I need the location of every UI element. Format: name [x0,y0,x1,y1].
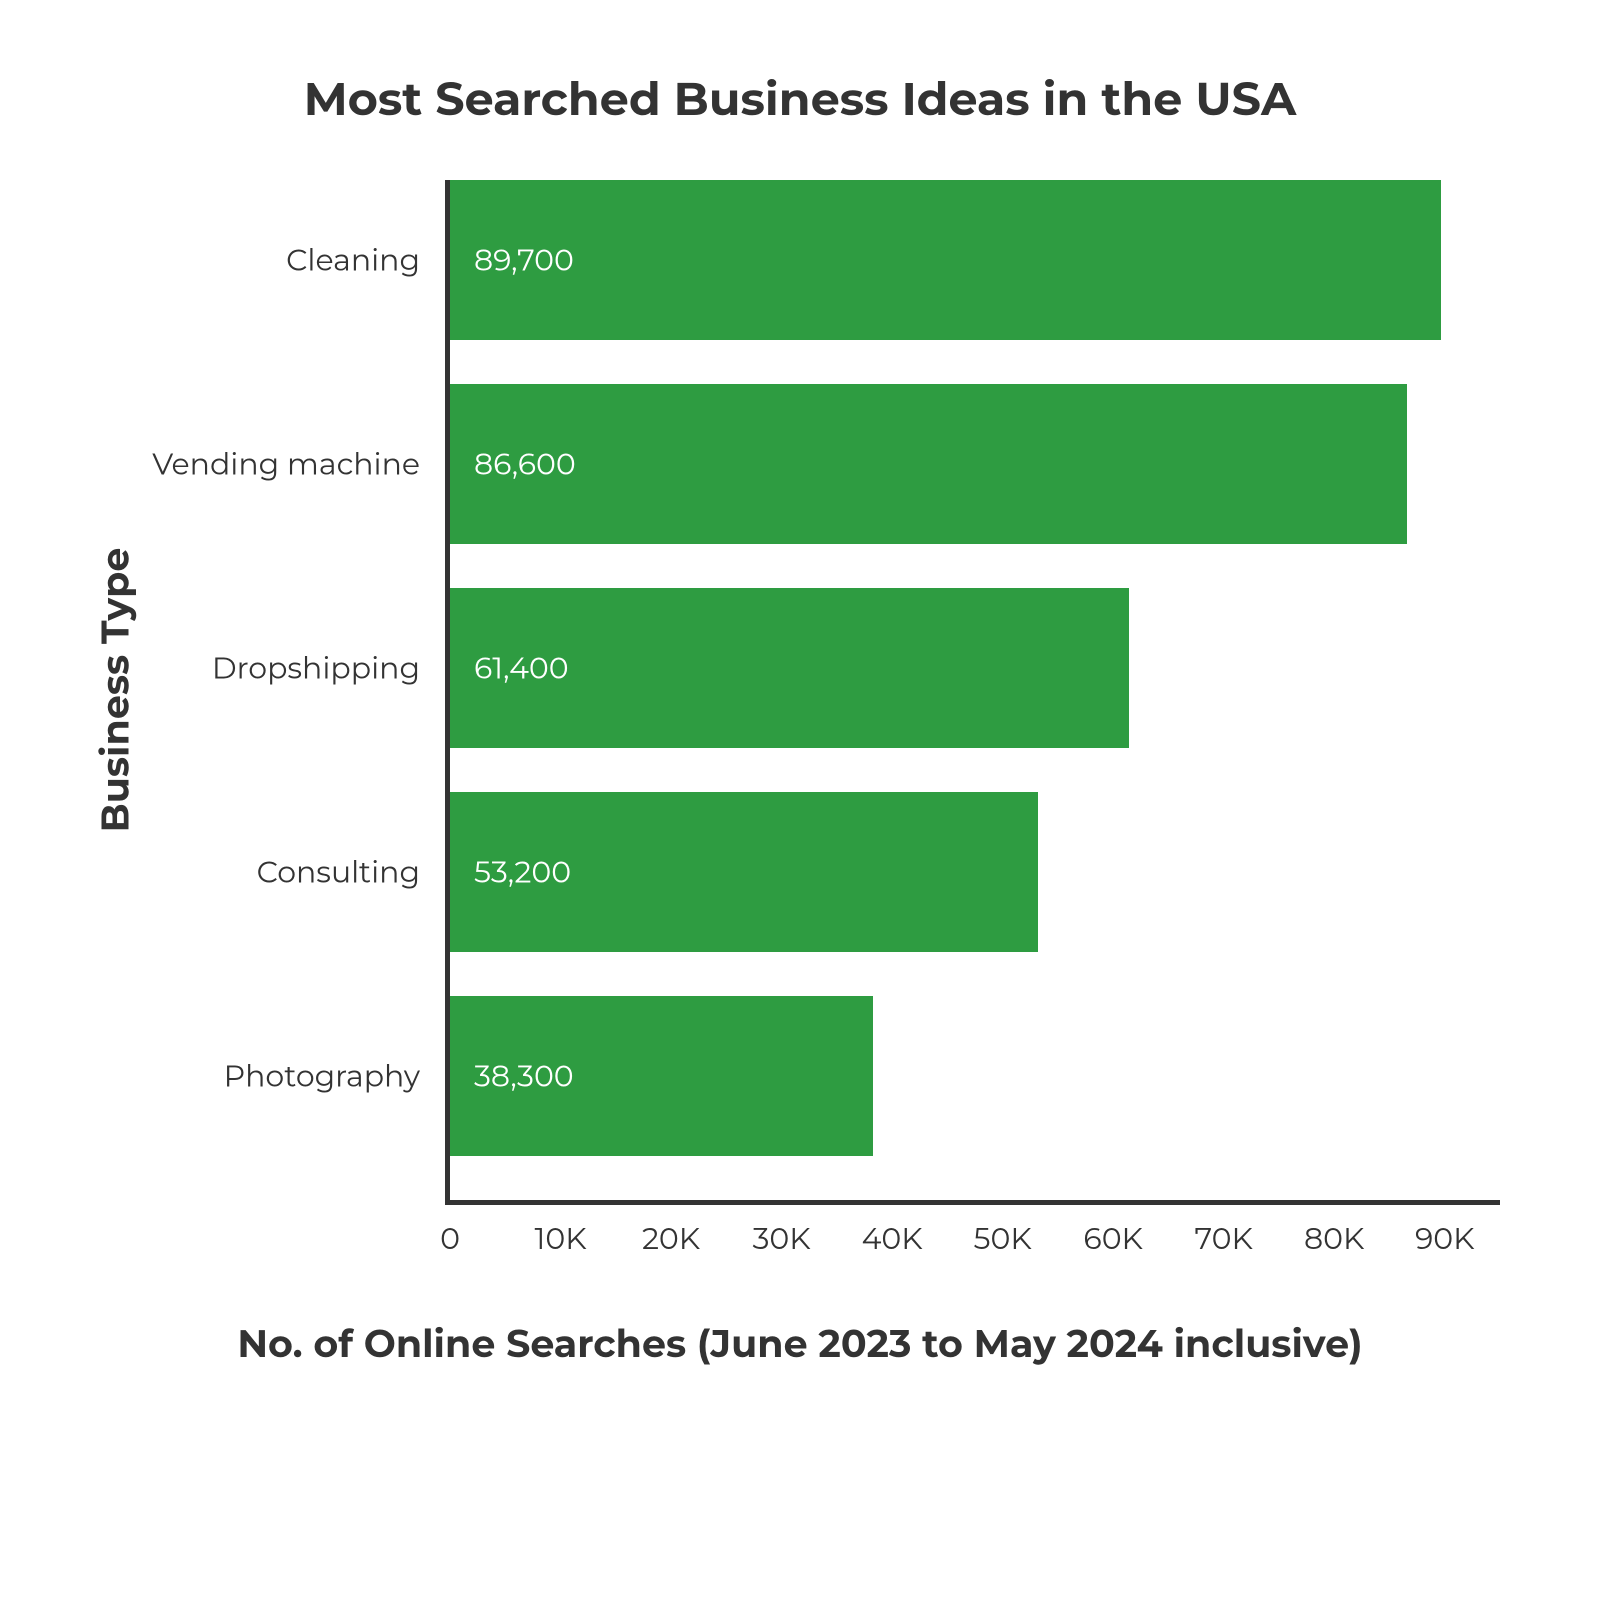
x-tick-label: 60K [1083,1220,1142,1257]
x-tick-label: 50K [974,1220,1032,1257]
bar-value-label: 86,600 [474,446,576,483]
category-label: Consulting [257,854,420,891]
category-label: Vending machine [152,446,420,483]
x-tick-label: 10K [535,1220,587,1257]
bar-value-label: 61,400 [474,650,569,687]
x-tick-label: 20K [642,1220,700,1257]
chart-title: Most Searched Business Ideas in the USA [0,70,1600,127]
bar-value-label: 38,300 [474,1058,574,1095]
chart-container: Most Searched Business Ideas in the USA … [0,0,1600,1600]
bar-value-label: 53,200 [474,854,571,891]
y-axis-title: Business Type [92,548,139,833]
bar [450,180,1441,340]
category-label: Photography [224,1058,420,1095]
x-tick-label: 80K [1304,1220,1364,1257]
x-axis-title: No. of Online Searches (June 2023 to May… [0,1320,1600,1367]
x-tick-label: 30K [753,1220,811,1257]
x-tick-label: 40K [862,1220,923,1257]
x-tick-label: 70K [1195,1220,1253,1257]
bar-value-label: 89,700 [474,242,574,279]
bar [450,384,1407,544]
category-label: Dropshipping [212,650,420,687]
x-tick-label: 0 [440,1220,460,1257]
category-label: Cleaning [286,242,420,279]
plot-area: 89,700Cleaning86,600Vending machine61,40… [450,180,1500,1200]
x-tick-label: 90K [1415,1220,1474,1257]
x-axis-line [445,1200,1500,1205]
